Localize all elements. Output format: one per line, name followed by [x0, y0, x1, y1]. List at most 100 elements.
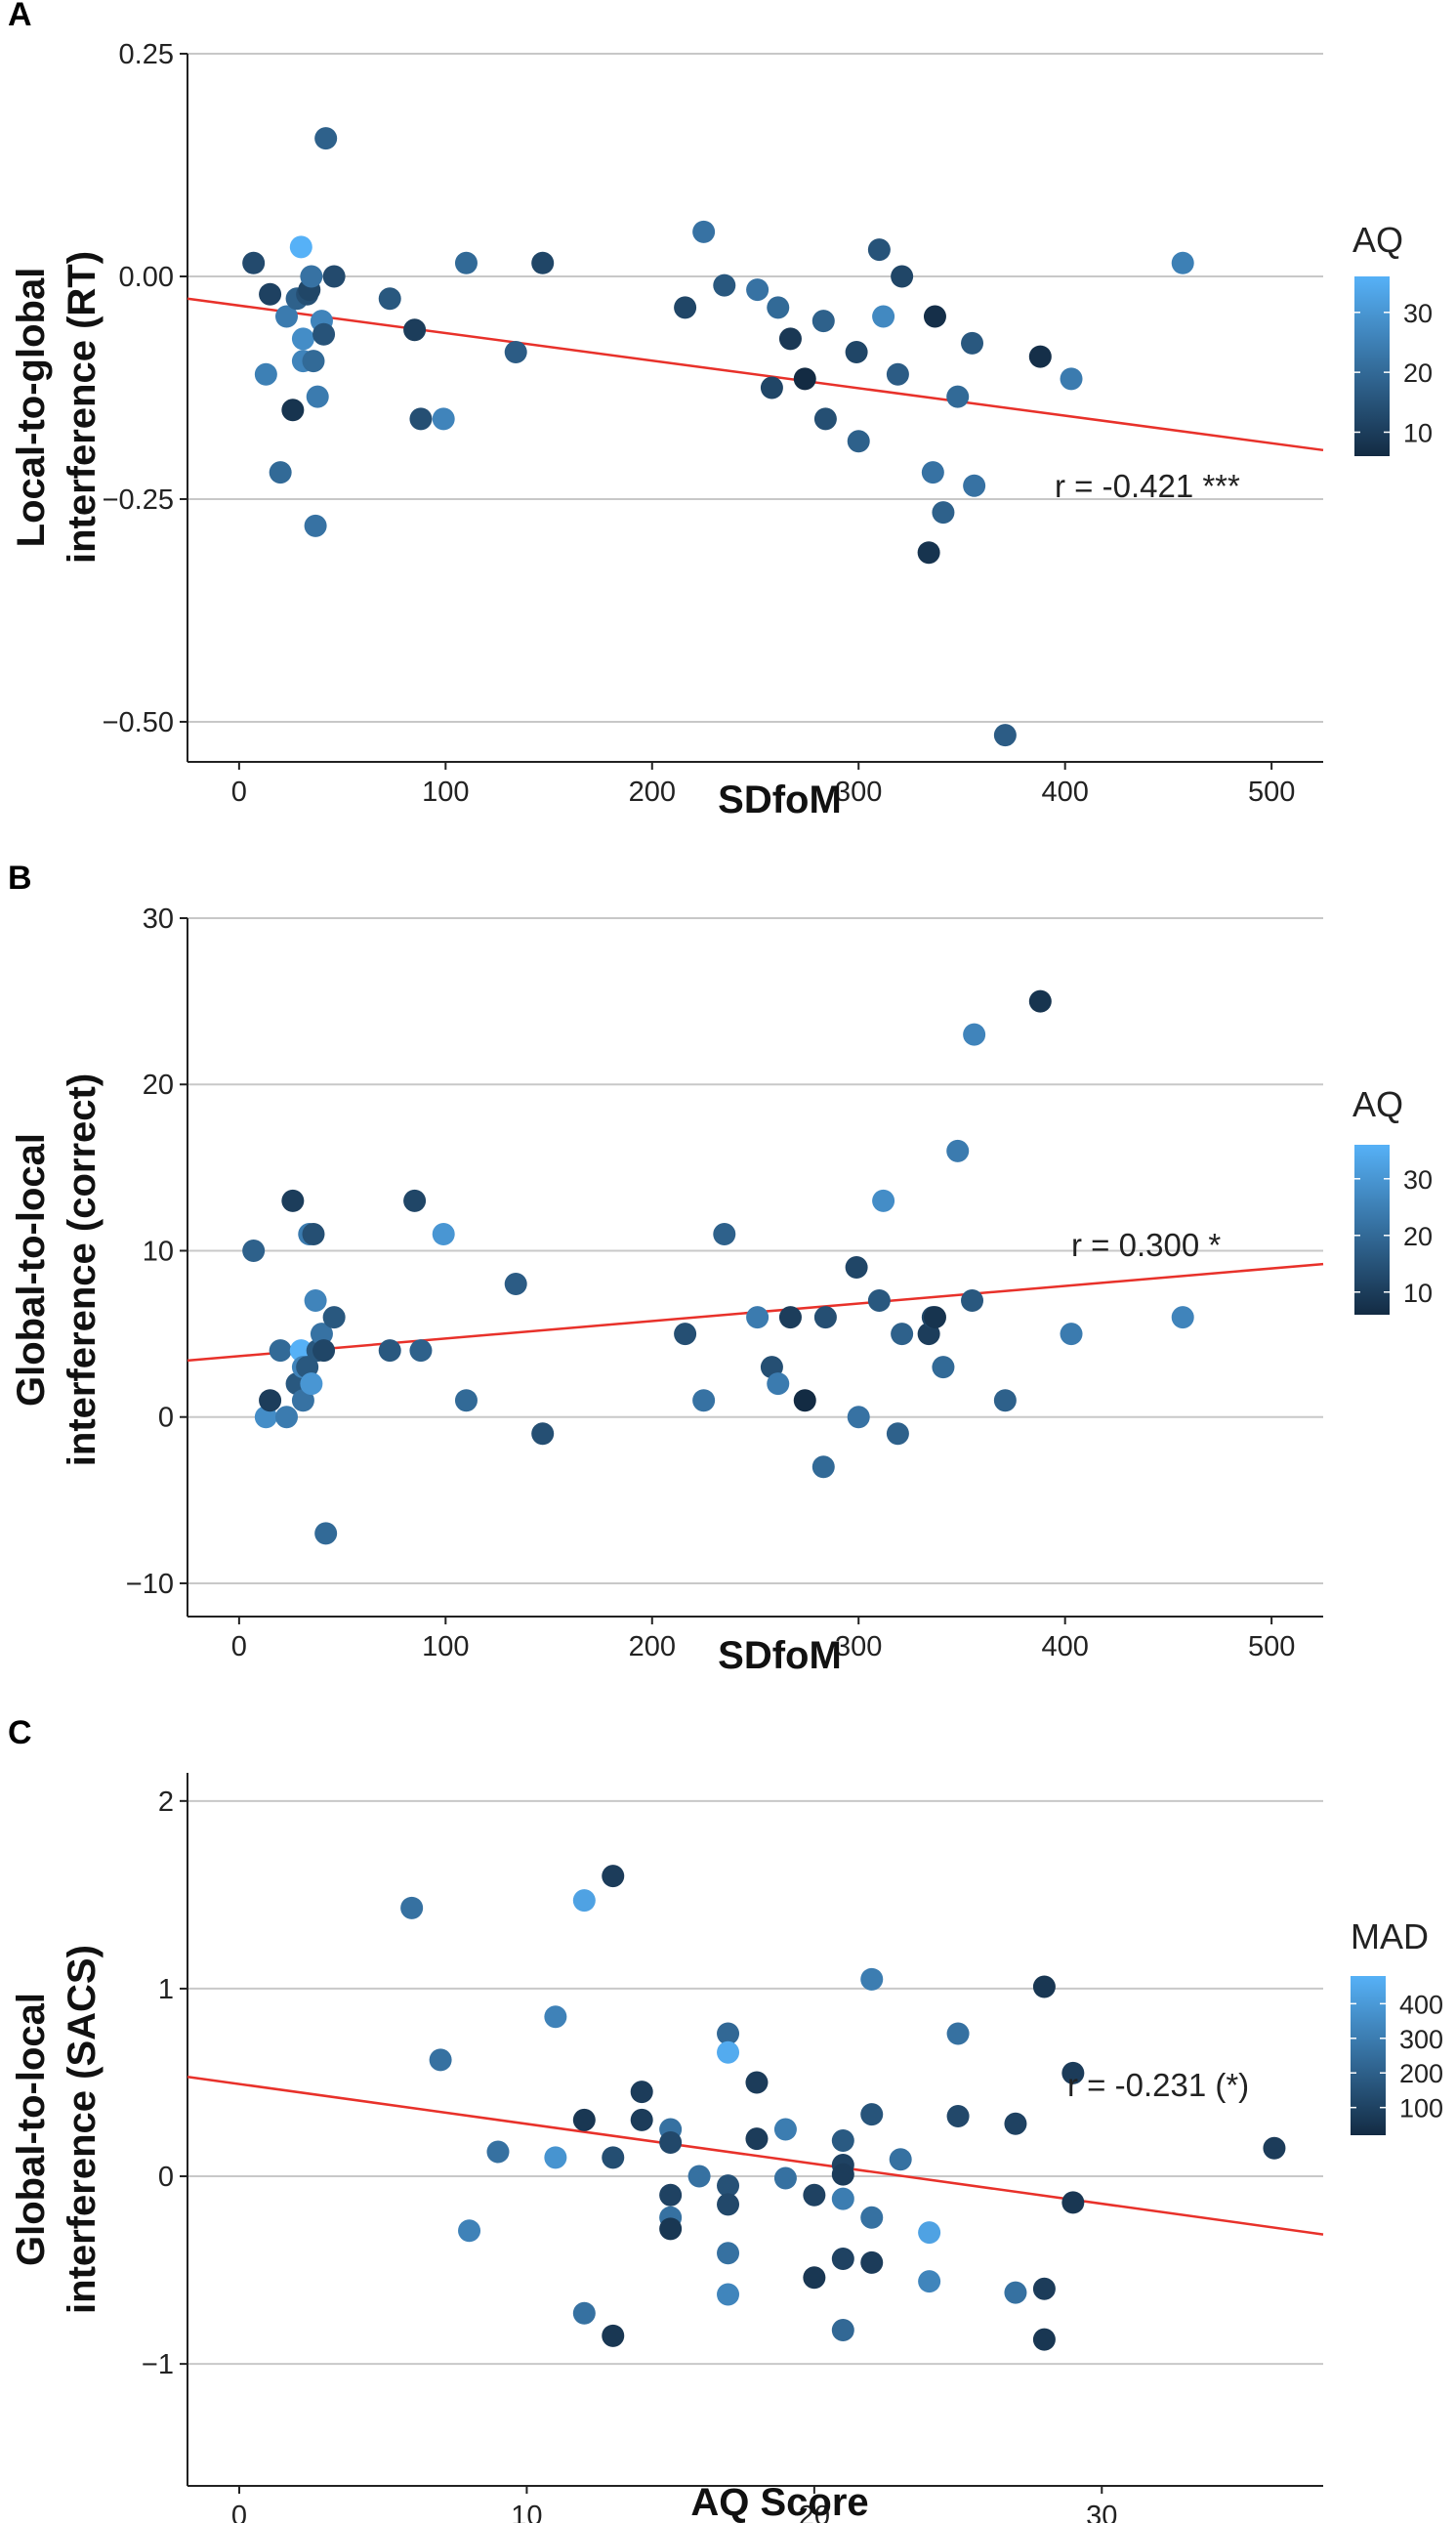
data-point: [242, 1239, 266, 1262]
data-point: [1032, 2277, 1056, 2300]
data-point: [717, 2022, 740, 2045]
data-point: [811, 310, 835, 333]
data-point: [687, 2165, 711, 2188]
gridlines: [187, 53, 1323, 723]
regression-line: [187, 297, 1324, 452]
data-points: [242, 989, 1194, 1545]
correlation-annotation: r = -0.421 ***: [1055, 468, 1240, 504]
y-tick-label: −0.25: [103, 484, 174, 516]
x-tick-label: 400: [1041, 777, 1088, 808]
data-point: [1061, 2061, 1085, 2084]
legend-tick-label: 30: [1403, 299, 1433, 328]
data-point: [767, 296, 790, 319]
data-point: [572, 1889, 596, 1913]
legend-tick-label: 300: [1399, 2025, 1443, 2054]
data-point: [572, 2108, 596, 2131]
data-point: [544, 2005, 567, 2029]
data-point: [803, 2183, 826, 2207]
data-point: [813, 1306, 837, 1329]
data-point: [302, 1222, 325, 1245]
data-point: [378, 287, 401, 311]
data-point: [831, 2163, 854, 2186]
data-point: [429, 2048, 452, 2072]
data-point: [867, 1289, 891, 1313]
data-point: [572, 2301, 596, 2325]
x-tick-label: 20: [799, 2501, 830, 2523]
data-point: [259, 1389, 282, 1412]
correlation-annotation: r = 0.300 *: [1071, 1227, 1221, 1263]
data-point: [923, 1306, 946, 1329]
data-point: [458, 2219, 481, 2243]
y-axis-title-line-1: Global-to-local: [10, 1993, 53, 2266]
colorbar: [1354, 1145, 1390, 1315]
y-tick-label: −0.50: [103, 707, 174, 738]
data-point: [746, 1306, 770, 1329]
data-point: [1028, 345, 1052, 368]
x-tick-label: 0: [231, 1631, 247, 1662]
x-axis-title: AQ Score: [690, 2481, 868, 2523]
data-point: [242, 251, 266, 274]
data-point: [306, 385, 329, 408]
data-point: [773, 2118, 797, 2141]
gridlines: [187, 917, 1323, 1584]
data-point: [717, 2040, 740, 2064]
x-tick-label: 0: [231, 2501, 247, 2523]
data-point: [692, 1389, 716, 1412]
data-point: [630, 2108, 653, 2131]
data-point: [304, 514, 327, 537]
x-axis-title: SDfoM: [718, 1634, 842, 1677]
data-point: [961, 1289, 984, 1313]
y-tick-label: −1: [142, 2349, 174, 2380]
data-point: [400, 1896, 424, 1919]
data-point: [1060, 1323, 1083, 1346]
data-point: [717, 2174, 740, 2198]
data-point: [963, 1023, 986, 1046]
y-tick-label: 20: [143, 1070, 174, 1101]
legend-tick-label: 400: [1399, 1990, 1443, 2019]
data-point: [917, 541, 940, 565]
data-point: [845, 341, 868, 364]
data-point: [630, 2081, 653, 2104]
data-point: [803, 2266, 826, 2290]
data-point: [692, 220, 716, 243]
data-point: [281, 1189, 305, 1212]
data-point: [403, 318, 427, 342]
legend-tick-label: 20: [1403, 358, 1433, 388]
x-tick-label: 300: [835, 1631, 882, 1662]
data-point: [717, 2283, 740, 2306]
data-point: [918, 2221, 941, 2245]
y-axis-title: Local-to-global interference (RT): [10, 251, 104, 564]
data-point: [923, 305, 946, 328]
data-point: [961, 331, 984, 355]
data-point: [403, 1189, 427, 1212]
data-point: [946, 385, 970, 408]
gridlines: [187, 1799, 1323, 2366]
data-point: [289, 235, 312, 259]
legend-tick-label: 30: [1403, 1165, 1433, 1195]
data-point: [746, 278, 770, 302]
data-point: [659, 2130, 683, 2154]
data-point: [745, 2127, 769, 2151]
x-tick-label: 500: [1248, 1631, 1295, 1662]
x-tick-label: 0: [231, 777, 247, 808]
data-point: [310, 1323, 333, 1346]
data-point: [778, 1306, 802, 1329]
legend-title: MAD: [1351, 1916, 1429, 1956]
data-point: [531, 1422, 555, 1446]
data-point: [1171, 251, 1194, 274]
y-tick-label: 1: [158, 1974, 174, 2005]
data-point: [793, 367, 816, 391]
data-point: [291, 1389, 314, 1412]
data-point: [921, 461, 944, 484]
data-point: [886, 362, 909, 386]
panel-letter: B: [8, 860, 32, 897]
data-point: [717, 2242, 740, 2265]
data-point: [312, 1339, 336, 1363]
data-point: [860, 2250, 884, 2274]
data-point: [432, 407, 455, 431]
panel-letter: C: [8, 1714, 32, 1751]
data-point: [860, 2103, 884, 2126]
data-point: [454, 251, 478, 274]
y-tick-label: 0: [158, 2162, 174, 2193]
x-tick-label: 300: [835, 777, 882, 808]
